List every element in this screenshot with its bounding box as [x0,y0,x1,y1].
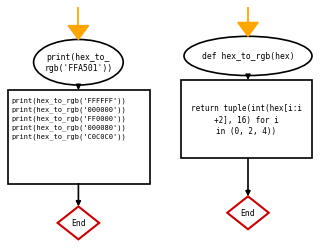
Bar [8,91,150,184]
Text: End: End [241,208,255,217]
Bar [181,81,312,159]
Polygon shape [238,23,258,37]
Polygon shape [68,26,89,40]
Text: def hex_to_rgb(hex): def hex_to_rgb(hex) [202,52,294,61]
Text: print(hex_to_
rgb('FFA501')): print(hex_to_ rgb('FFA501')) [44,53,113,73]
Text: return tuple(int(hex[i:i
+2], 16) for i
in (0, 2, 4)): return tuple(int(hex[i:i +2], 16) for i … [191,104,302,136]
Text: print(hex_to_rgb('FFFFFF'))
print(hex_to_rgb('000000'))
print(hex_to_rgb('FF0000: print(hex_to_rgb('FFFFFF')) print(hex_to… [12,97,127,139]
Text: End: End [71,218,86,228]
